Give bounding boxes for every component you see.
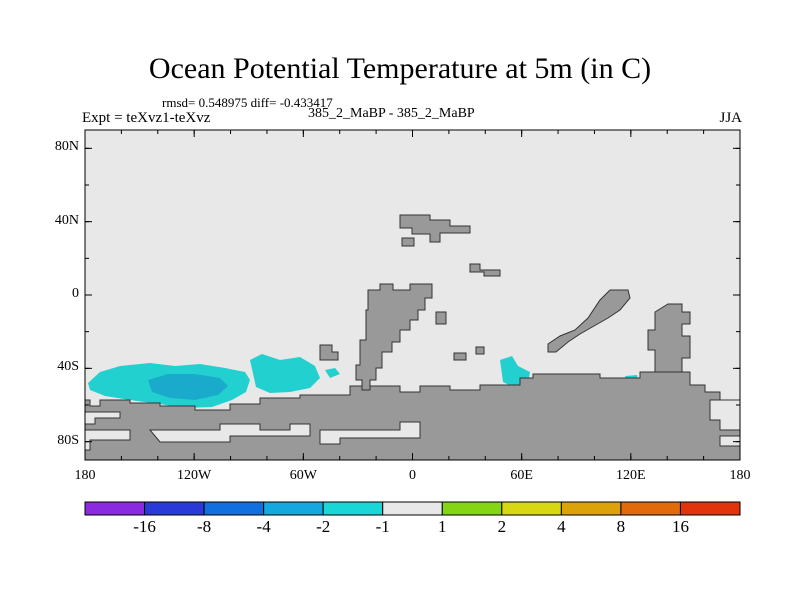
south-atlantic-anomaly-small (325, 368, 340, 378)
colorbar-label: -16 (133, 517, 156, 536)
dot-1 (453, 352, 467, 361)
y-tick-label: 80S (57, 432, 79, 448)
anomaly-layer (88, 354, 638, 408)
axis-ticks (84, 130, 741, 460)
x-tick-label: 180 (74, 468, 96, 483)
south-america (355, 283, 433, 391)
x-tick-label: 0 (409, 468, 416, 483)
colorbar-swatch (84, 501, 146, 516)
x-tick-label: 120E (616, 468, 646, 483)
colorbar-label: 16 (671, 517, 689, 536)
north-land-main (399, 214, 471, 243)
colorbar-label: 1 (438, 517, 447, 536)
colorbar-label: -1 (375, 517, 390, 536)
x-tick-label: 60E (510, 468, 533, 483)
asia-east-block (647, 303, 691, 373)
africa-small (435, 311, 447, 325)
colorbar-label: 2 (497, 517, 507, 536)
antarctica-notch-2 (148, 423, 311, 443)
asia-south-arm (547, 289, 631, 353)
colorbar-label: -2 (316, 517, 331, 536)
colorbar-swatch (382, 501, 443, 516)
central-america (319, 344, 339, 361)
colorbar-label: 4 (557, 517, 566, 536)
antarctica-notch-3 (319, 421, 421, 445)
y-tick-label: 80N (54, 139, 79, 155)
y-tick-label: 0 (72, 286, 79, 301)
land-layer (84, 214, 741, 461)
colorbar-label: 8 (616, 517, 626, 536)
y-tick-label: 40S (57, 359, 79, 375)
colorbar-swatch (679, 501, 741, 516)
colorbar-label: -8 (196, 517, 212, 536)
colorbar-swatch (322, 501, 384, 516)
season-label: JJA (719, 110, 742, 126)
chart-title: Ocean Potential Temperature at 5m (in C) (148, 52, 652, 85)
x-tick-label: 120W (177, 468, 212, 483)
colorbar-swatch (441, 501, 503, 516)
south-pacific-anomaly-core (148, 374, 228, 400)
colorbar (84, 501, 741, 516)
y-tick-label: 40N (54, 212, 79, 228)
colorbar-swatch (144, 501, 205, 516)
cases-label: 385_2_MaBP - 385_2_MaBP (308, 106, 475, 121)
colorbar-swatch (263, 501, 324, 516)
x-tick-label: 180 (729, 468, 751, 483)
colorbar-swatch (560, 501, 622, 516)
colorbar-swatch (203, 501, 265, 516)
north-land-small-1 (401, 237, 415, 247)
dot-2 (475, 346, 485, 355)
x-tick-label: 60W (289, 468, 317, 483)
stats-text: rmsd= 0.548975 diff= -0.433417 (162, 95, 333, 110)
colorbar-swatch (501, 501, 562, 516)
experiment-label: Expt = teXvz1-teXvz (82, 110, 211, 126)
colorbar-label: -4 (256, 517, 271, 536)
north-land-small-2 (469, 263, 501, 277)
colorbar-swatch (620, 501, 681, 516)
south-atlantic-anomaly (250, 354, 320, 393)
